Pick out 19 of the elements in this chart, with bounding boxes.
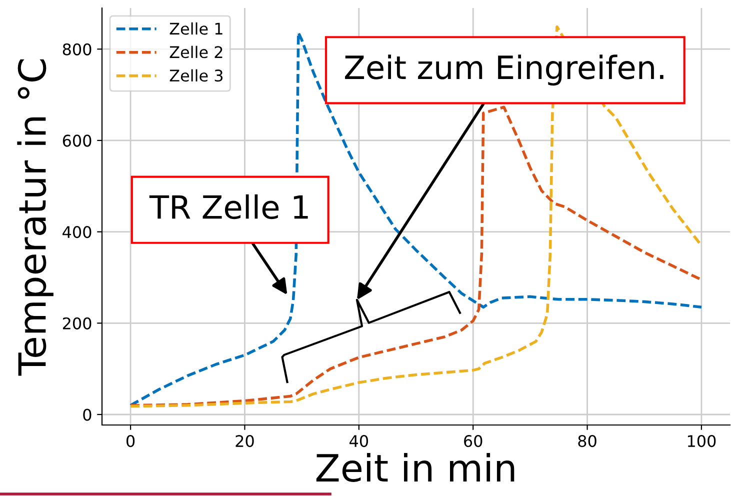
x-axis-title: Zeit in min <box>316 452 514 482</box>
y-tick-label: 800 <box>62 43 92 56</box>
y-axis-title: Temperatur in °C <box>17 59 54 376</box>
annotation: TR Zelle 1 <box>149 194 308 220</box>
x-tick-label: 40 <box>350 435 368 448</box>
x-tick-label: 60 <box>464 435 482 448</box>
x-tick-label: 100 <box>688 435 716 448</box>
legend-label: Zelle 3 <box>170 69 223 82</box>
legend-label: Zelle 2 <box>170 46 222 58</box>
y-tick-label: 600 <box>62 134 92 147</box>
y-tick-label: 200 <box>62 317 92 330</box>
x-tick-label: 0 <box>126 435 135 448</box>
annotation: Zeit zum Eingreifen. <box>345 54 664 86</box>
y-tick-label: 0 <box>83 408 92 421</box>
y-tick-label: 400 <box>62 226 92 238</box>
line-series <box>129 106 703 407</box>
x-tick-label: 80 <box>578 435 596 448</box>
legend-label: Zelle 1 <box>170 22 222 35</box>
x-tick-label: 20 <box>236 435 254 448</box>
